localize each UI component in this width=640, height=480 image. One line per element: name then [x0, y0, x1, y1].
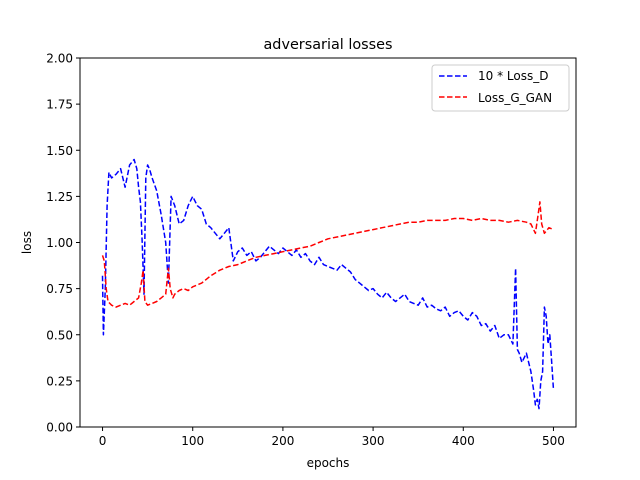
x-tick-label: 300: [362, 434, 385, 448]
y-tick-label: 0.25: [46, 374, 73, 388]
series-line-loss-g-gan: [101, 201, 554, 308]
y-tick-label: 0.00: [46, 421, 73, 435]
x-axis-label: epochs: [307, 456, 350, 470]
y-tick-label: 1.25: [46, 190, 73, 204]
y-tick-label: 0.75: [46, 282, 73, 296]
series-line-loss-d: [101, 158, 555, 410]
x-tick-label: 400: [452, 434, 475, 448]
legend: 10 * Loss_D Loss_G_GAN: [431, 64, 570, 112]
chart-title: adversarial losses: [263, 37, 392, 53]
y-axis-ticks: 0.00 0.25 0.50 0.75 1.00 1.25 1.50 1.75 2.00: [46, 52, 80, 435]
y-tick-label: 1.50: [46, 144, 73, 158]
x-axis-ticks: 0 100 200 300 400 500: [99, 427, 565, 448]
y-tick-label: 2.00: [46, 52, 73, 66]
legend-label-loss-g-gan: Loss_G_GAN: [478, 91, 552, 105]
y-axis-label: loss: [20, 231, 34, 254]
x-tick-label: 200: [271, 434, 294, 448]
x-tick-label: 500: [542, 434, 565, 448]
y-tick-label: 0.50: [46, 328, 73, 342]
x-tick-label: 100: [181, 434, 204, 448]
x-tick-label: 0: [99, 434, 107, 448]
plot-lines: [101, 158, 555, 410]
y-tick-label: 1.75: [46, 98, 73, 112]
y-tick-label: 1.00: [46, 236, 73, 250]
legend-label-loss-d: 10 * Loss_D: [478, 69, 548, 83]
